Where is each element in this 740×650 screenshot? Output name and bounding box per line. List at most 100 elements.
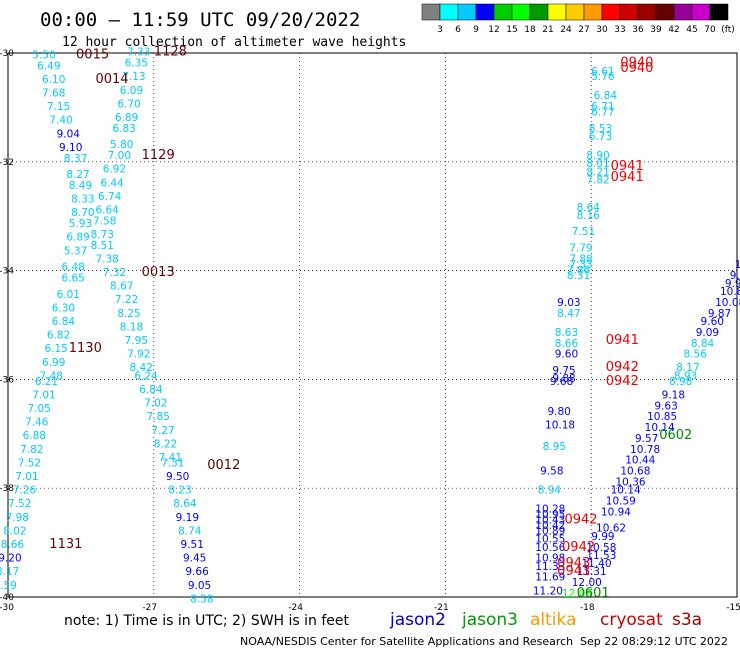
wave-height-value: 5.37 <box>64 245 87 257</box>
mission-legend: jason2 jason3 altika cryosat s3a <box>389 610 702 630</box>
wave-height-value: 9.10 <box>59 142 82 154</box>
wave-height-value: 10.59 <box>606 496 636 508</box>
legend-swatch <box>583 3 603 21</box>
legend-label: 42 <box>668 25 679 35</box>
pass-time-label: 0015 <box>76 47 109 62</box>
wave-height-value: 8.42 <box>130 362 153 374</box>
legend-label: 27 <box>578 25 589 35</box>
wave-height-value: 7.02 <box>144 398 167 410</box>
wave-height-value: 8.70 <box>71 207 94 219</box>
wave-height-value: 6.77 <box>591 107 614 119</box>
x-tick-label: -18 <box>580 603 595 613</box>
wave-height-value: 6.88 <box>23 430 46 442</box>
mission-legend-jason2: jason2 <box>389 610 446 630</box>
legend-swatch <box>511 3 531 21</box>
wave-height-value: 6.70 <box>117 98 140 110</box>
wave-height-value: 7.88 <box>569 253 592 265</box>
wave-height-value: 5.76 <box>591 71 615 83</box>
pass-time-label: 0942 <box>606 360 639 375</box>
wave-height-value: 10.58 <box>586 542 616 554</box>
wave-height-value: 9.04 <box>57 128 81 140</box>
x-axis-ticks: -30 -27 -24 -21 -18 -15 <box>0 603 740 613</box>
wave-height-value: 8.37 <box>64 153 87 165</box>
legend-swatch <box>655 3 675 21</box>
pass-time-label: 0943 <box>557 556 590 571</box>
wave-height-value: 9.7 <box>730 270 740 282</box>
wave-height-value: 7.05 <box>27 403 50 415</box>
wave-height-value: 6.61 <box>591 66 614 78</box>
wave-height-value: 7.59 <box>0 580 17 592</box>
footer-credit: NOAA/NESDIS Center for Satellite Applica… <box>240 635 573 648</box>
legend-label: 36 <box>632 25 644 35</box>
wave-height-value: 7.86 <box>567 264 591 276</box>
wave-height-value: 7.40 <box>49 115 72 127</box>
wave-height-value: 11.69 <box>535 572 565 584</box>
wave-height-value: 9.09 <box>696 327 719 339</box>
wave-height-value: 9.99 <box>591 531 614 543</box>
pass-time-label: 0941 <box>606 333 639 348</box>
wave-height-value: 10.43 <box>535 515 565 527</box>
pass-time-label: 0941 <box>611 170 644 185</box>
wave-height-value: 6.92 <box>103 164 126 176</box>
pass-time-label: 1129 <box>142 148 175 163</box>
wave-height-value: 7.27 <box>151 425 174 437</box>
wave-height-value: 6.84 <box>52 316 76 328</box>
footer-timestamp: Sep 22 08:29:12 UTC 2022 <box>580 635 728 648</box>
wave-height-value: 10.18 <box>545 419 575 431</box>
wave-height-value: 9.94 <box>725 278 740 290</box>
wave-height-value: 11.20 <box>533 585 563 597</box>
wave-height-value: 8.56 <box>684 349 708 361</box>
wave-height-value: 8.21 <box>586 166 609 178</box>
wave-height-value: 6.73 <box>589 131 612 143</box>
wave-height-value: 6.74 <box>98 191 122 203</box>
wave-height-value: 6.30 <box>52 302 75 314</box>
wave-height-value: 9.60 <box>701 316 724 328</box>
wave-height-value: 8.01 <box>586 158 609 170</box>
legend-swatch <box>619 3 639 21</box>
wave-height-value: 6.48 <box>61 262 84 274</box>
wave-height-value: 6.89 <box>66 232 89 244</box>
wave-height-value: 7.95 <box>125 335 148 347</box>
wave-height-value: 7.85 <box>147 411 170 423</box>
wave-height-value: 6.15 <box>44 343 67 355</box>
wave-height-value: 10.42 <box>535 520 565 532</box>
wave-height-value: 8.25 <box>117 308 140 320</box>
wave-height-value: 9.57 <box>635 433 658 445</box>
legend-swatch <box>475 3 495 21</box>
wave-height-value: 8.17 <box>676 362 699 374</box>
wave-height-value: 7.82 <box>20 444 43 456</box>
wave-height-value: 7.32 <box>103 267 126 279</box>
wave-height-value: 11.40 <box>581 558 611 570</box>
wave-height-value: 10.44 <box>625 455 655 467</box>
y-tick-label: -32 <box>0 158 14 168</box>
x-tick-label: -24 <box>288 603 303 613</box>
pass-time-label: 0940 <box>620 56 653 71</box>
wave-height-value: 10.89 <box>535 525 565 537</box>
wave-height-value: 7.22 <box>115 294 138 306</box>
legend-label: 9 <box>473 25 479 35</box>
wave-height-value: 7.82 <box>586 175 609 187</box>
legend-label: 33 <box>614 25 625 35</box>
pass-time-label: 0013 <box>142 265 175 280</box>
wave-height-value: 6.89 <box>115 112 138 124</box>
wave-height-value: 7.00 <box>108 150 131 162</box>
wave-height-value: 7.51 <box>572 226 595 238</box>
wave-height-value: 7.68 <box>42 88 65 100</box>
wave-height-value: 6.82 <box>47 330 70 342</box>
y-tick-label: -36 <box>0 375 14 385</box>
legend-label: 39 <box>650 25 662 35</box>
wave-height-value: 8.58 <box>190 593 213 605</box>
wave-height-value: 7.33 <box>569 259 592 271</box>
pass-time-label: 0942 <box>606 374 639 389</box>
wave-height-value: 9.58 <box>540 466 563 478</box>
legend-label: 12 <box>488 25 499 35</box>
wave-height-value: 6.83 <box>112 123 135 135</box>
plot-grid <box>8 53 737 597</box>
wave-height-value: 10.68 <box>620 466 650 478</box>
wave-height-value: 10.85 <box>647 411 677 423</box>
pass-time-label: 0942 <box>562 540 595 555</box>
legend-label: 70 <box>704 25 716 35</box>
pass-time-label: 0942 <box>564 513 597 528</box>
legend-label: 3 <box>437 25 443 35</box>
pass-time-label: 0014 <box>95 72 128 87</box>
